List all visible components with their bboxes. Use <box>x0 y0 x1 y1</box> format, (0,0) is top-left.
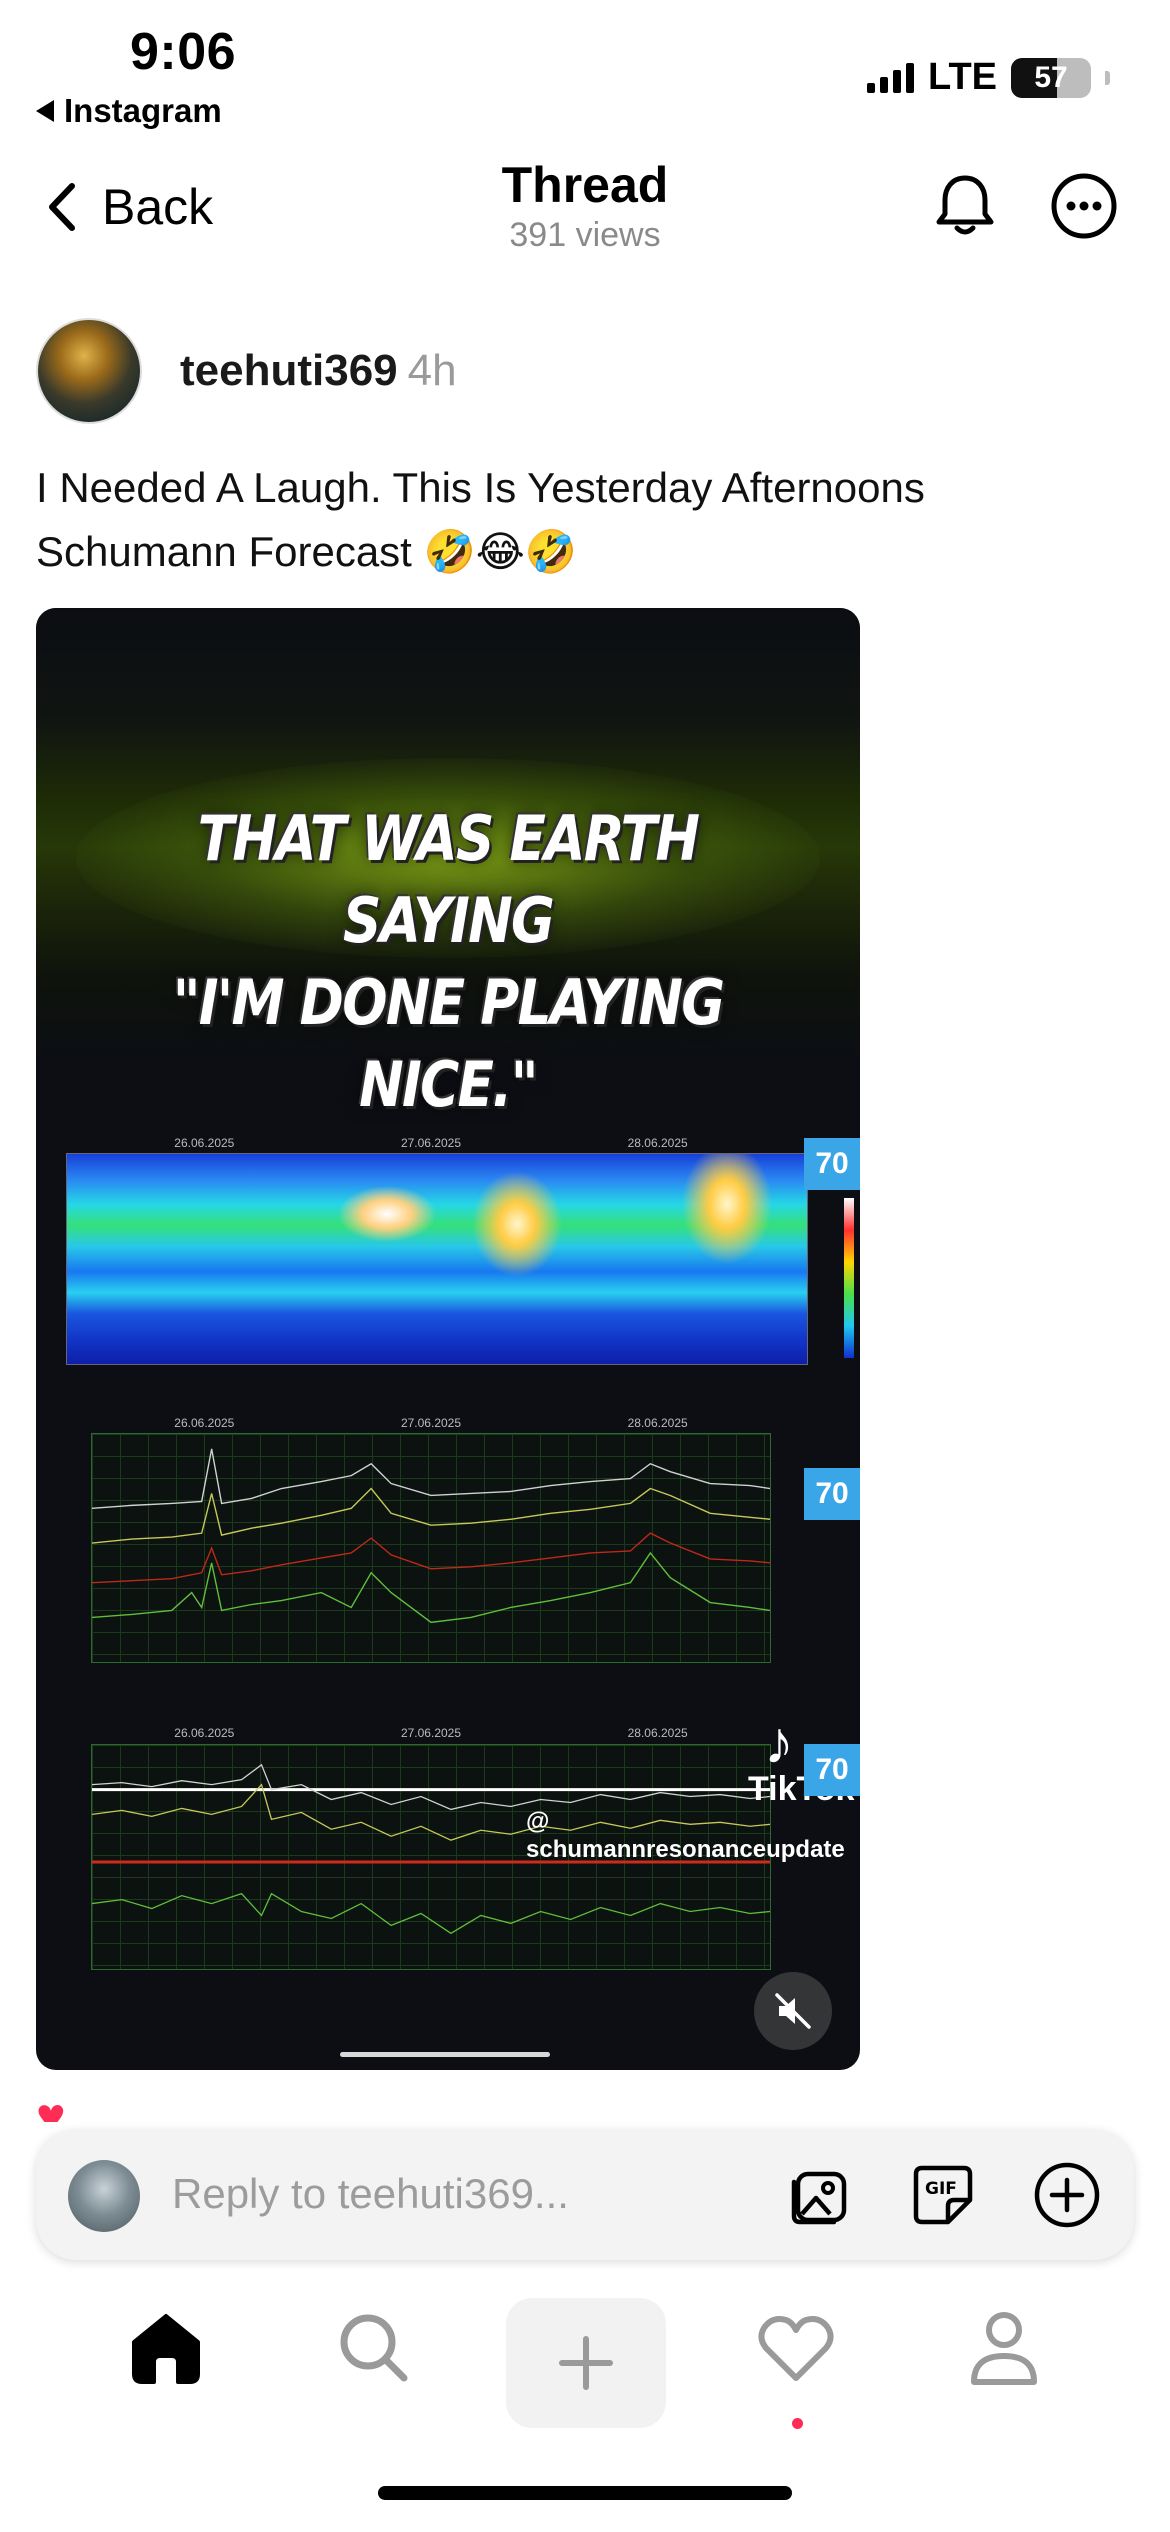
mute-toggle-button[interactable] <box>754 1972 832 2050</box>
status-time: 9:06 <box>130 23 237 81</box>
media-caption-area: THAT WAS EARTH SAYING "I'M DONE PLAYING … <box>36 608 860 1121</box>
back-to-app[interactable]: Instagram <box>36 92 222 130</box>
plus-icon <box>559 2336 613 2390</box>
date-label: 26.06.2025 <box>174 1136 235 1150</box>
tab-create[interactable] <box>506 2298 666 2428</box>
tab-activity[interactable] <box>748 2300 844 2396</box>
date-label: 27.06.2025 <box>400 1416 462 1430</box>
battery-level: 57 <box>1034 60 1068 94</box>
reply-input[interactable]: Reply to teehuti369... <box>172 2170 569 2217</box>
svg-text:GIF: GIF <box>925 2179 957 2199</box>
amplitude-chart <box>91 1433 771 1663</box>
speaker-muted-icon <box>775 1993 811 2029</box>
tiktok-logo-icon: ♪ <box>764 1709 794 1776</box>
search-icon <box>340 2314 408 2382</box>
network-type: LTE <box>928 56 997 98</box>
chevron-left-icon <box>49 183 75 231</box>
media-caption: THAT WAS EARTH SAYING "I'M DONE PLAYING … <box>94 798 803 1126</box>
spectrogram-color-scale <box>844 1198 854 1358</box>
media-progress-indicator <box>340 2052 550 2057</box>
views-count: 391 views <box>509 216 661 254</box>
post-actions-row: ♥ <box>36 2092 736 2122</box>
tab-profile[interactable] <box>956 2300 1052 2396</box>
battery-icon: 57 <box>1011 57 1091 98</box>
date-label: 26.06.2025 <box>174 1416 235 1430</box>
sos-badge: 70 <box>804 1468 860 1520</box>
back-label: Back <box>102 179 214 235</box>
tab-search[interactable] <box>326 2300 422 2396</box>
spectrogram-image <box>66 1153 808 1365</box>
activity-notification-dot <box>792 2418 803 2429</box>
author-username[interactable]: teehuti369 <box>180 346 398 395</box>
back-triangle-icon <box>36 100 54 122</box>
post-media-video[interactable]: THAT WAS EARTH SAYING "I'M DONE PLAYING … <box>36 608 860 2070</box>
author-line: teehuti369 4h <box>180 346 457 396</box>
profile-icon <box>971 2312 1037 2385</box>
date-label: 28.06.2025 <box>627 1416 688 1430</box>
date-label: 28.06.2025 <box>627 1726 688 1740</box>
sos-badge: 70 <box>804 1138 860 1190</box>
back-button[interactable]: Back <box>44 178 213 236</box>
gif-icon[interactable]: GIF <box>908 2160 978 2230</box>
date-label: 28.06.2025 <box>627 1136 688 1150</box>
like-icon[interactable]: ♥ <box>36 2092 66 2122</box>
chart-dates: 26.06.2025 27.06.2025 28.06.2025 <box>91 1416 771 1430</box>
home-icon <box>132 2314 200 2384</box>
post-text: I Needed A Laugh. This Is Yesterday Afte… <box>36 464 925 575</box>
heart-icon <box>758 2316 834 2381</box>
media-caption-line2: "I'M DONE PLAYING NICE." <box>172 966 725 1121</box>
tab-home[interactable] <box>118 2300 214 2396</box>
date-label: 27.06.2025 <box>400 1726 462 1740</box>
status-indicators: LTE 57 <box>867 56 1110 99</box>
frequency-chart <box>91 1744 771 1970</box>
post-time: 4h <box>407 346 457 395</box>
photo-gallery-icon[interactable] <box>784 2160 854 2230</box>
media-caption-line1: THAT WAS EARTH SAYING <box>197 802 700 957</box>
signal-icon <box>867 62 915 93</box>
sos-badge: 70 <box>804 1744 860 1796</box>
back-app-label: Instagram <box>64 92 222 129</box>
my-avatar <box>68 2160 140 2232</box>
bell-icon[interactable] <box>930 170 1000 240</box>
author-avatar[interactable] <box>36 318 142 424</box>
page-title: Thread <box>501 157 669 213</box>
reply-composer[interactable]: Reply to teehuti369... GIF <box>36 2130 1134 2260</box>
home-indicator <box>378 2486 792 2500</box>
spectrogram-dates: 26.06.2025 27.06.2025 28.06.2025 <box>91 1136 771 1150</box>
add-attachment-icon[interactable] <box>1032 2160 1102 2230</box>
date-label: 27.06.2025 <box>400 1136 462 1150</box>
more-options-icon[interactable] <box>1050 172 1118 240</box>
watermark-handle: @ schumannresonanceupdate <box>526 1808 845 1863</box>
frequency-chart-dates: 26.06.2025 27.06.2025 28.06.2025 <box>91 1726 771 1740</box>
date-label: 26.06.2025 <box>174 1726 235 1740</box>
